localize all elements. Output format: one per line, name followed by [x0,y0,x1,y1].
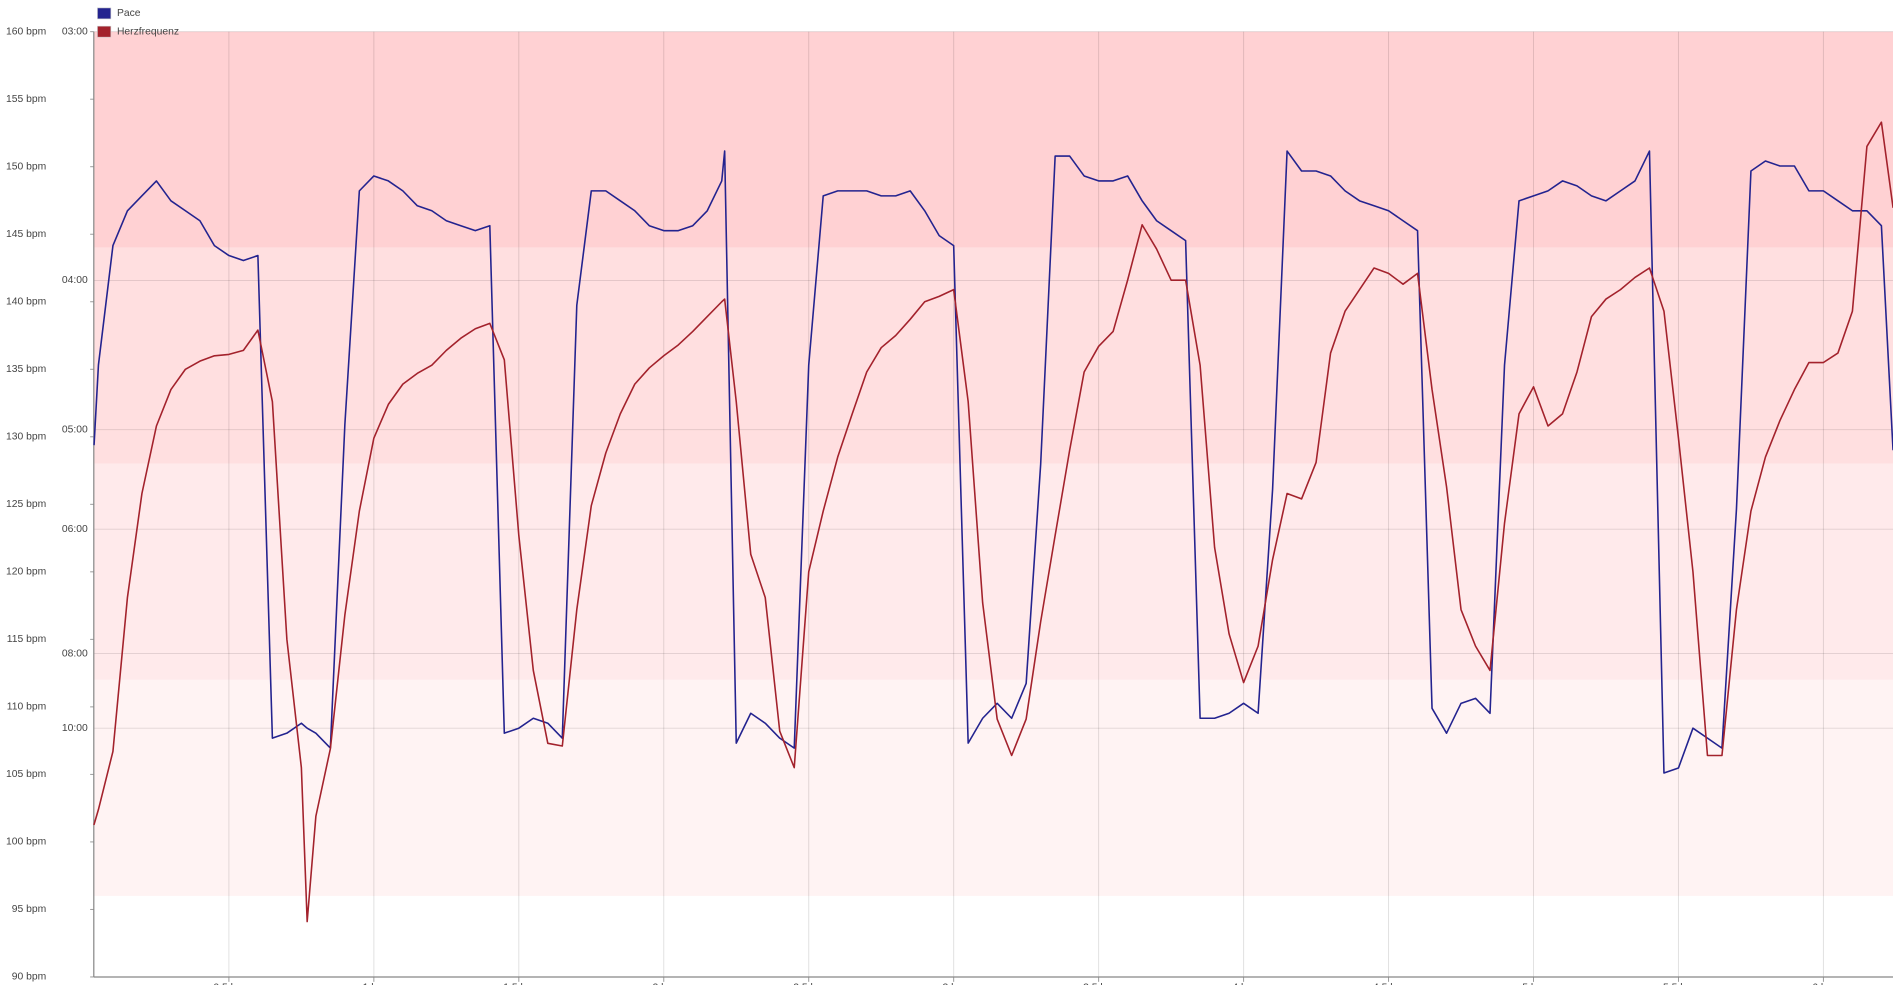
y-tick-label: 115 bpm [7,634,47,645]
x-tick-label: 1 km [363,983,385,985]
y-tick-label: 90 bpm [12,972,47,983]
x-tick-label: 3,5 km [1083,983,1114,985]
y2-tick-label: 08:00 [62,648,88,659]
hr-zone [93,247,1893,464]
hr-zone [93,463,1893,680]
y-tick-label: 120 bpm [6,567,46,578]
hr-zone [93,679,1893,896]
legend-swatch [97,7,112,20]
y2-tick-label: 06:00 [62,524,88,535]
y-tick-label: 140 bpm [6,296,46,307]
x-tick-label: 4,5 km [1373,983,1404,985]
y-tick-label: 130 bpm [6,432,46,443]
y-tick-label: 100 bpm [6,837,46,848]
legend-label: Pace [117,8,141,19]
x-tick-label: 2,5 km [793,983,824,985]
x-tick-label: 4 km [1232,983,1254,985]
y2-tick-label: 03:00 [62,26,88,37]
x-tick-label: 5,5 km [1663,983,1694,985]
y-tick-label: 105 bpm [6,769,46,780]
legend-swatch [97,25,112,38]
y-tick-label: 145 bpm [6,229,46,240]
y2-tick-label: 05:00 [62,424,88,435]
y-tick-label: 155 bpm [6,94,46,105]
y-tick-label: 95 bpm [12,904,47,915]
y-tick-label: 125 bpm [6,499,46,510]
x-tick-label: 1,5 km [503,983,534,985]
y-tick-label: 135 bpm [6,364,46,375]
y2-tick-label: 10:00 [62,723,88,734]
y-tick-label: 110 bpm [7,702,47,713]
x-tick-label: 6 km [1812,983,1834,985]
series-line [93,121,1893,923]
y-tick-label: 160 bpm [6,26,46,37]
y2-tick-label: 04:00 [62,275,88,286]
x-tick-label: 2 km [653,983,675,985]
hr-zone [93,31,1893,248]
series-line [93,150,1893,774]
legend-label: Herzfrequenz [117,26,179,37]
y-tick-label: 150 bpm [6,161,46,172]
x-tick-label: 3 km [942,983,964,985]
x-tick-label: 5 km [1522,983,1544,985]
x-tick-label: 0,5 km [213,983,244,985]
